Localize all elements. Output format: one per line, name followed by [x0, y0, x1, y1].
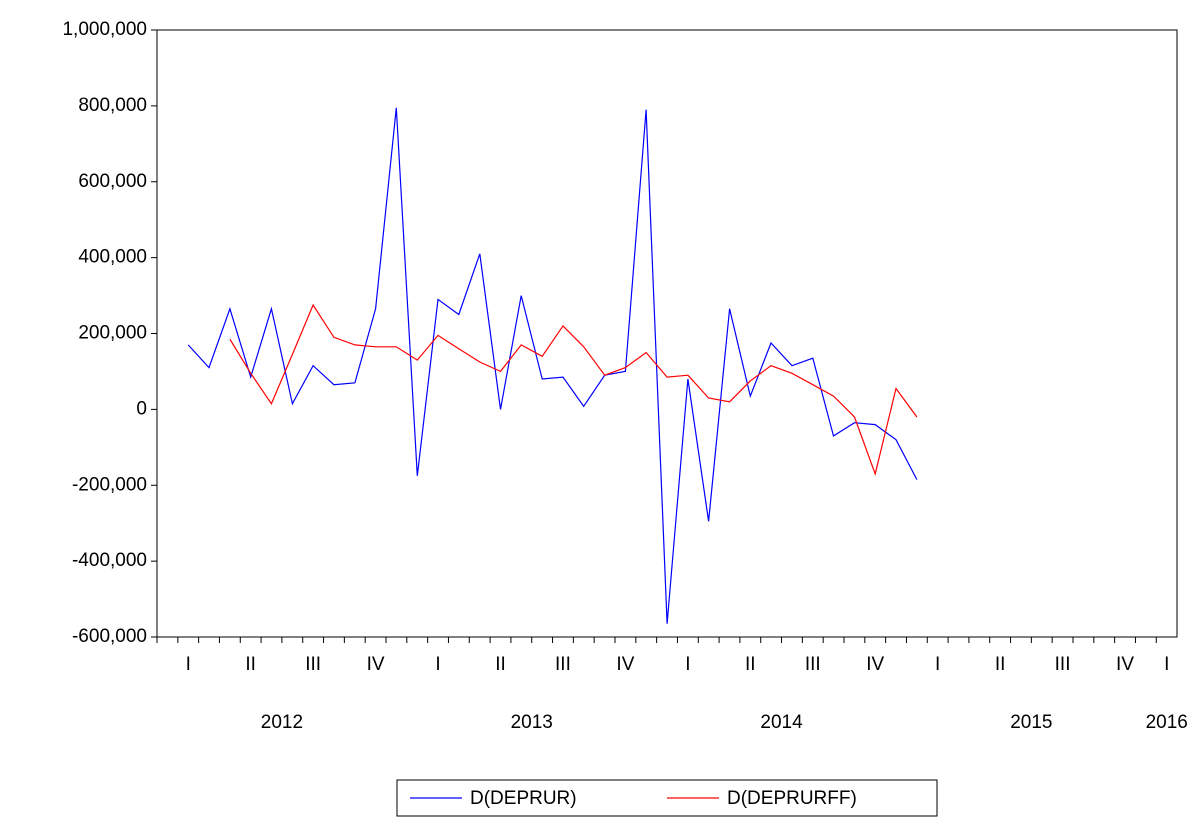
x-year-label: 2012 — [261, 712, 303, 733]
x-tick-label: IV — [1116, 654, 1134, 675]
x-tick-label: II — [495, 654, 506, 675]
legend-label: D(DEPRUR) — [470, 788, 577, 809]
x-tick-label: II — [745, 654, 756, 675]
data-line — [187, 107, 918, 624]
y-tick-label: 600,000 — [78, 171, 147, 192]
x-tick-label: I — [435, 654, 440, 675]
x-year-label: 2014 — [760, 712, 803, 733]
x-tick-label: II — [995, 654, 1006, 675]
y-tick-label: 800,000 — [78, 95, 147, 116]
y-tick-label: -600,000 — [72, 626, 147, 647]
data-line — [229, 303, 918, 476]
y-tick-label: 200,000 — [78, 323, 147, 344]
legend-label: D(DEPRURFF) — [727, 788, 857, 809]
x-tick-label: III — [555, 654, 571, 675]
y-tick-label: -200,000 — [72, 474, 147, 495]
x-tick-label: I — [186, 654, 191, 675]
x-year-label: 2016 — [1146, 712, 1188, 733]
x-year-label: 2013 — [511, 712, 553, 733]
y-tick-label: 400,000 — [78, 247, 147, 268]
y-tick-label: 0 — [136, 398, 147, 419]
x-tick-label: IV — [866, 654, 884, 675]
x-tick-label: IV — [616, 654, 634, 675]
x-tick-label: IV — [367, 654, 385, 675]
x-tick-label: I — [935, 654, 940, 675]
x-tick-label: II — [245, 654, 256, 675]
x-tick-label: I — [1164, 654, 1169, 675]
x-year-label: 2015 — [1010, 712, 1052, 733]
x-tick-label: III — [805, 654, 821, 675]
x-tick-label: III — [305, 654, 321, 675]
x-tick-label: III — [1055, 654, 1071, 675]
y-tick-label: -400,000 — [72, 550, 147, 571]
x-tick-label: I — [685, 654, 690, 675]
plot-frame — [156, 29, 1178, 638]
y-tick-label: 1,000,000 — [62, 19, 147, 40]
